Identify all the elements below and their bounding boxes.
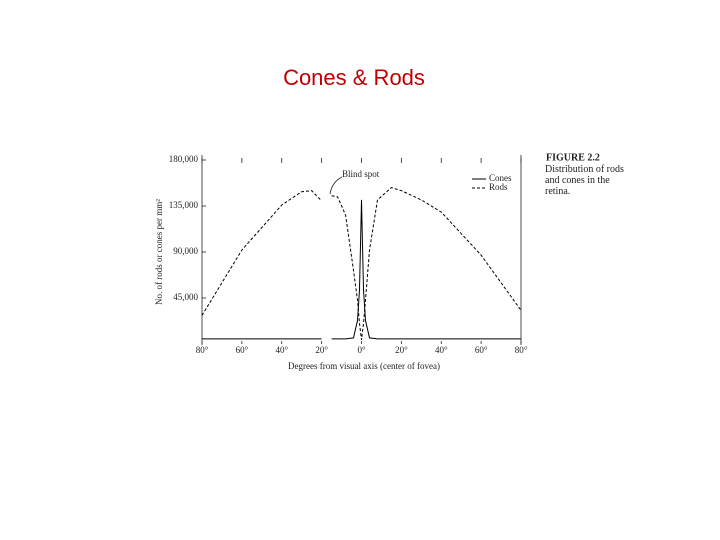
series-line	[201, 187, 522, 340]
x-tick-label: 80°	[196, 345, 209, 355]
y-tick-label: 45,000	[173, 292, 198, 302]
legend-label: Cones	[489, 173, 512, 183]
x-tick-label: 0°	[357, 345, 366, 355]
x-tick-label: 80°	[515, 345, 528, 355]
x-tick-label: 40°	[275, 345, 288, 355]
x-tick-label: 40°	[435, 345, 448, 355]
y-axis-label: No. of rods or cones per mm²	[154, 199, 164, 305]
legend-label: Rods	[489, 182, 508, 192]
annotation-arrow	[329, 176, 343, 195]
x-tick-label: 20°	[395, 345, 408, 355]
x-tick-label: 60°	[475, 345, 488, 355]
series-line	[202, 199, 521, 340]
x-tick-label: 20°	[315, 345, 328, 355]
y-tick-label: 90,000	[173, 246, 198, 256]
x-axis-label: Degrees from visual axis (center of fove…	[288, 361, 440, 371]
y-tick-label: 180,000	[169, 154, 199, 164]
y-tick-label: 135,000	[169, 200, 199, 210]
x-tick-label: 60°	[236, 345, 249, 355]
caption: Distribution of rods and cones in the re…	[545, 164, 624, 197]
figure-label: FIGURE 2.2	[546, 152, 600, 163]
annotation: Blind spot	[342, 169, 380, 179]
caption-box: Distribution of rods and cones in the re…	[545, 164, 624, 197]
slide-title: Cones & Rods	[283, 65, 425, 90]
